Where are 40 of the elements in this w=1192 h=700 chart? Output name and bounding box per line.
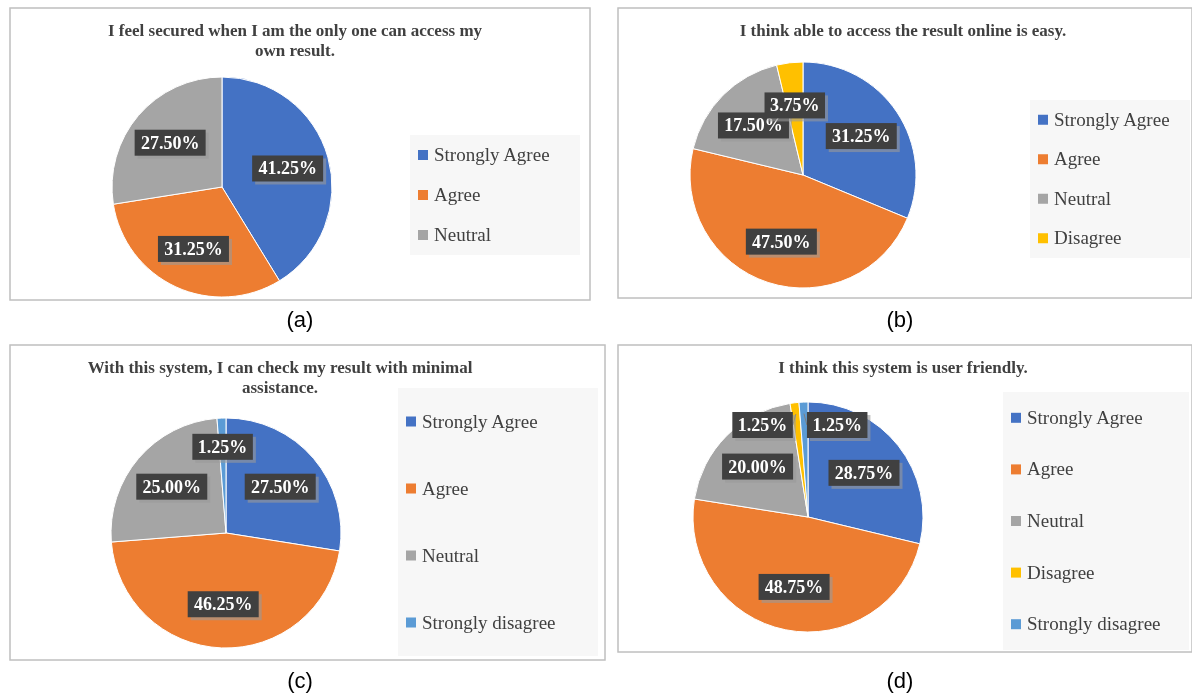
legend-label: Agree [1027, 458, 1074, 480]
legend-label: Strongly Agree [1027, 406, 1143, 428]
legend-label: Neutral [1054, 187, 1111, 209]
data-label: 31.25% [164, 238, 223, 259]
data-label: 20.00% [728, 456, 787, 477]
chart-title: I think able to access the result online is easy. [739, 21, 1067, 40]
data-label: 25.00% [142, 476, 202, 497]
legend-label: Neutral [422, 544, 479, 566]
data-label: 28.75% [834, 462, 894, 483]
chart-title: I feel secured when I am the only one can access my own result. [107, 21, 483, 60]
data-label: 1.25% [812, 415, 862, 435]
legend-label: Neutral [1027, 510, 1084, 531]
data-label: 48.75% [764, 576, 824, 597]
text: (c) [287, 668, 313, 693]
text: (b) [886, 307, 914, 332]
legend-label: Strongly Agree [422, 410, 538, 432]
data-label: 27.50% [250, 476, 310, 497]
data-label: 41.25% [258, 158, 317, 179]
legend-label: Neutral [434, 224, 491, 245]
chart-title: With this system, I can check my result with minimal assistance. [87, 358, 473, 397]
legend-label: Strongly disagree [422, 611, 556, 633]
data-label: 46.25% [193, 594, 253, 615]
data-label: 31.25% [832, 126, 891, 147]
chart-title: I think this system is user friendly. [778, 358, 1028, 377]
legend-label: Agree [434, 184, 481, 205]
legend-label: Strongly Agree [434, 144, 550, 165]
data-label: 47.50% [752, 231, 811, 252]
text: (d) [886, 668, 914, 693]
data-label: 1.25% [737, 415, 788, 435]
text: (a) [286, 307, 314, 332]
legend-label: Agree [422, 477, 469, 499]
data-label: 27.50% [140, 132, 200, 153]
data-label: 17.50% [724, 115, 783, 136]
data-label: 1.25% [197, 436, 248, 457]
legend-label: Strongly Agree [1054, 108, 1170, 130]
data-label: 3.75% [770, 95, 820, 116]
legend-label: Disagree [1027, 561, 1095, 583]
legend-label: Strongly disagree [1027, 613, 1161, 635]
legend-label: Disagree [1054, 227, 1122, 249]
legend-label: Agree [1054, 148, 1101, 170]
